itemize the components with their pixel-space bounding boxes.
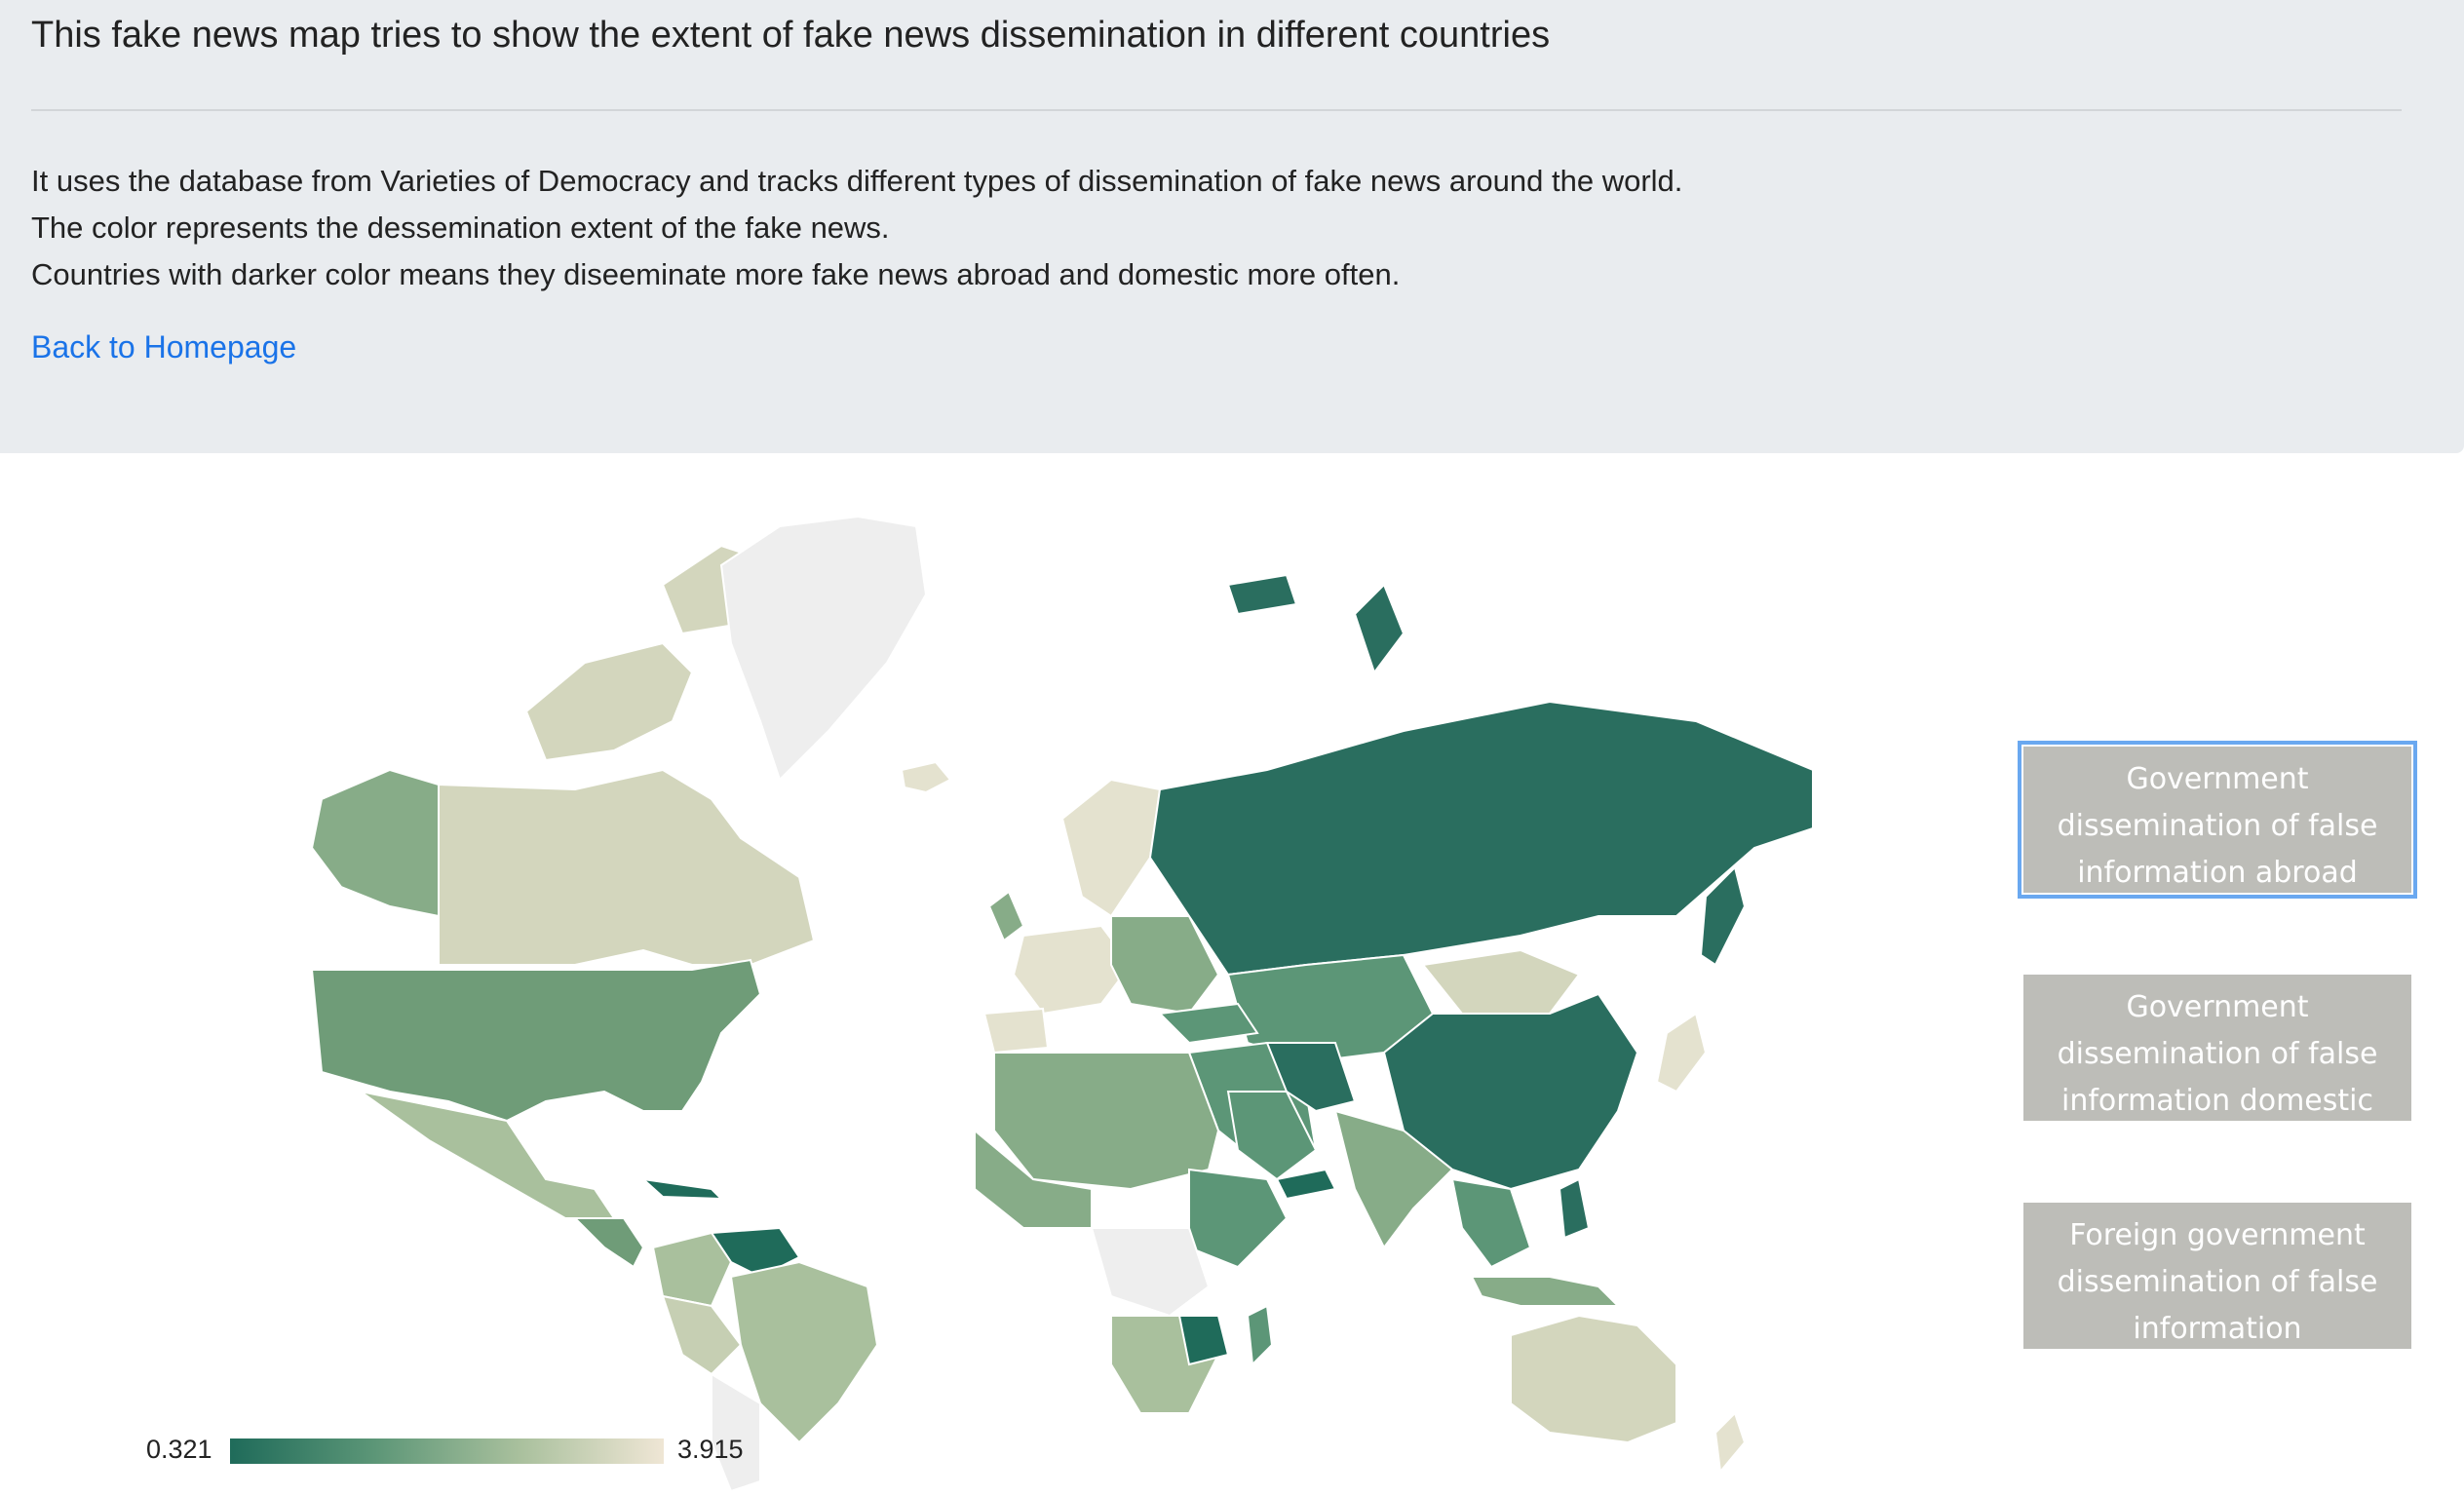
country-argentina — [711, 1372, 761, 1493]
southeast-asia — [1450, 1177, 1532, 1269]
north-africa — [993, 1052, 1220, 1191]
divider — [31, 109, 2402, 111]
canada-arctic-islands — [524, 641, 694, 762]
country-russia — [1148, 700, 1814, 977]
country-japan — [1655, 1012, 1708, 1093]
country-zimbabwe — [1177, 1315, 1230, 1366]
central-africa — [1090, 1227, 1211, 1318]
country-colombia — [651, 1231, 733, 1308]
country-indonesia — [1470, 1276, 1621, 1307]
description: It uses the database from Varieties of D… — [31, 158, 1682, 298]
back-to-homepage-link[interactable]: Back to Homepage — [31, 329, 297, 364]
country-usa — [310, 958, 762, 1123]
country-saudi-arabia — [1226, 1091, 1318, 1181]
country-iran — [1265, 1042, 1357, 1113]
central-america — [572, 1217, 645, 1269]
description-line-3: Countries with darker color means they d… — [31, 257, 1401, 291]
world-map-svg — [310, 515, 1814, 1493]
btn-gov-domestic[interactable]: Government dissemination of false inform… — [2023, 975, 2411, 1121]
western-europe — [1012, 924, 1133, 1016]
world-map[interactable] — [253, 507, 1832, 1493]
country-brazil — [729, 1260, 879, 1444]
scandinavia — [1060, 778, 1162, 918]
country-new-zealand — [1713, 1411, 1747, 1475]
country-spain — [982, 1007, 1050, 1055]
country-india — [1333, 1109, 1454, 1249]
country-uk — [987, 890, 1025, 942]
legend-gradient-bar — [230, 1438, 664, 1464]
russia-far-east-island — [1699, 865, 1747, 967]
country-turkey — [1157, 1002, 1259, 1045]
country-cuba — [639, 1177, 724, 1201]
country-australia — [1510, 1314, 1677, 1444]
btn-gov-abroad[interactable]: Government dissemination of false inform… — [2018, 741, 2417, 899]
page-title: This fake news map tries to show the ext… — [31, 15, 1551, 56]
country-greenland — [719, 515, 928, 782]
country-usa-alaska — [310, 768, 440, 918]
russia-novaya-zemlya — [1353, 583, 1405, 675]
country-canada — [438, 768, 816, 966]
country-peru — [661, 1294, 743, 1376]
country-madagascar — [1246, 1304, 1274, 1367]
measure-controls: Government dissemination of false inform… — [2018, 741, 2417, 1431]
country-philippines — [1558, 1177, 1591, 1240]
legend-max-label: 3.915 — [677, 1435, 744, 1464]
header-panel: This fake news map tries to show the ext… — [0, 0, 2464, 453]
description-line-1: It uses the database from Varieties of D… — [31, 164, 1683, 198]
country-yemen — [1275, 1168, 1337, 1201]
country-mongolia — [1421, 948, 1581, 1015]
description-line-2: The color represents the dessemination e… — [31, 211, 890, 245]
legend-min-label: 0.321 — [146, 1435, 212, 1464]
country-iceland — [900, 760, 952, 794]
btn-foreign-gov[interactable]: Foreign government dissemination of fals… — [2023, 1203, 2411, 1349]
russia-arctic-islands — [1226, 573, 1298, 616]
color-legend: 0.321 3.915 — [146, 1433, 751, 1472]
east-africa — [1188, 1168, 1289, 1269]
